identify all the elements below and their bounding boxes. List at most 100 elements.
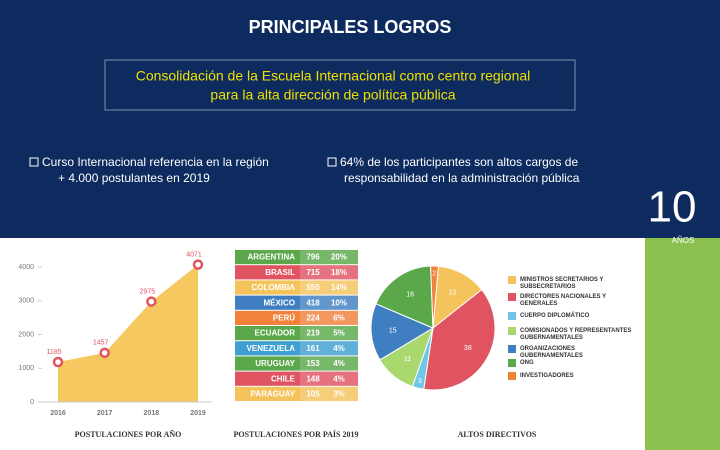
slice-label: 2 [432, 270, 436, 277]
legend-swatch [508, 372, 516, 380]
country-name: ECUADOR [255, 329, 296, 338]
table-value-cell [300, 371, 358, 386]
country-pct: 18% [331, 268, 347, 277]
table-value-cell [300, 356, 358, 371]
x-tick-label: 2019 [190, 410, 206, 417]
country-pct: 20% [331, 253, 347, 262]
country-count: 148 [306, 374, 320, 383]
bullet: + 4.000 postulantes en 2019 [58, 171, 210, 185]
country-pct: 4% [333, 344, 345, 353]
pie-slice [423, 288, 496, 391]
table-value-cell [300, 250, 358, 265]
table-row [235, 265, 358, 280]
table-value-cell [300, 265, 358, 280]
country-pct: 14% [331, 283, 347, 292]
subtitle: para la alta dirección de política públi… [210, 87, 455, 103]
side-strip [645, 238, 720, 450]
table-row [235, 356, 358, 371]
legend-swatch [508, 293, 516, 301]
slice-label: 11 [404, 356, 411, 363]
point-label: 2975 [140, 288, 156, 295]
country-count: 224 [306, 314, 320, 323]
y-tick-label: 3000 [18, 298, 34, 305]
point-label: 1457 [93, 340, 109, 347]
chart-title: POSTULACIONES POR AÑO [75, 430, 182, 439]
legend-swatch [508, 312, 516, 320]
country-name: URUGUAY [255, 359, 295, 368]
subtitle-box [104, 59, 576, 111]
legend-swatch [508, 359, 516, 367]
table-row [235, 386, 358, 401]
table-row [235, 341, 358, 356]
point-label: 1185 [46, 349, 61, 356]
legend-swatch [508, 345, 516, 353]
country-count: 715 [306, 268, 320, 277]
legend-swatch [508, 276, 516, 284]
legend-label: CUERPO DIPLOMÁTICO [520, 313, 590, 319]
point [99, 347, 110, 359]
title: PRINCIPALES LOGROS [249, 17, 452, 37]
bullet-icon [29, 157, 39, 167]
table-value-cell [300, 386, 358, 401]
y-tick-label: 0 [30, 399, 34, 406]
country-pct: 10% [331, 298, 347, 307]
legend-label: MINISTROS SECRETARIOS Y SUBSECRETARIOS [520, 277, 604, 290]
country-count: 219 [306, 329, 320, 338]
table-value-cell [300, 341, 358, 356]
country-count: 153 [306, 359, 320, 368]
table-row [235, 250, 358, 265]
legend-label: ONG [520, 360, 534, 366]
country-name: MÉXICO [263, 298, 295, 307]
table-value-cell [300, 310, 358, 325]
table-row [235, 310, 358, 325]
x-tick-label: 2017 [97, 410, 113, 417]
table-value-cell [300, 280, 358, 295]
area [58, 264, 198, 402]
legend-label: ORGANIZACIONES GUBERNAMENTALES [520, 346, 583, 359]
country-pct: 4% [333, 359, 345, 368]
table-row [235, 280, 358, 295]
y-tick-label: 1000 [18, 365, 34, 372]
bullet: responsabilidad en la administración púb… [344, 171, 580, 185]
slice-label: 15 [389, 328, 397, 335]
logo-text: AÑOS [672, 236, 695, 245]
point-label: 4071 [186, 251, 202, 258]
pie-slice [370, 303, 435, 361]
legend-label: DIRECTORES NACIONALES Y GENERALES [520, 294, 607, 307]
point [146, 296, 157, 307]
table-caption: POSTULACIONES POR PAÍS 2019 [234, 429, 359, 439]
country-count: 161 [306, 344, 320, 353]
country-count: 418 [306, 298, 320, 307]
bullet: 64% de los participantes son altos cargo… [340, 155, 578, 169]
bullet: Curso Internacional referencia en la reg… [42, 155, 269, 169]
country-count: 796 [306, 253, 320, 262]
country-name: COLOMBIA [251, 283, 295, 292]
country-count: 105 [306, 390, 320, 399]
pie-slice [430, 265, 439, 329]
slice-label: 38 [464, 345, 472, 352]
logo-number: 10 [648, 183, 697, 232]
country-pct: 6% [333, 314, 345, 323]
table-row [235, 295, 358, 310]
slice-label: 3 [418, 378, 422, 385]
country-name: CHILE [271, 374, 296, 383]
country-pct: 4% [333, 374, 345, 383]
country-name: ARGENTINA [247, 253, 295, 262]
point [52, 356, 64, 368]
table-value-cell [300, 295, 358, 310]
table-row [235, 371, 358, 386]
country-name: VENEZUELA [247, 344, 296, 353]
table-row [235, 326, 358, 341]
legend-swatch [508, 327, 516, 335]
x-tick-label: 2018 [144, 410, 160, 417]
point [192, 259, 204, 270]
legend-label: INVESTIGADORES [520, 373, 574, 379]
table-value-cell [300, 326, 358, 341]
country-name: PERÚ [273, 314, 295, 323]
country-count: 550 [306, 283, 320, 292]
pie-slice [375, 265, 434, 329]
y-tick-label: 2000 [18, 331, 34, 338]
chart-title: ALTOS DIRECTIVOS [458, 430, 537, 439]
